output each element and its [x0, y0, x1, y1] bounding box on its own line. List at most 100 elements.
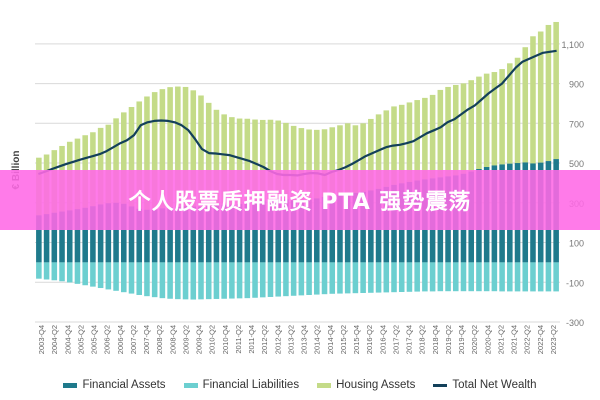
- x-tick-label: 2014-Q4: [326, 325, 335, 354]
- bar-financial-assets: [314, 198, 320, 263]
- bar-housing-assets: [306, 129, 312, 201]
- legend-swatch-financial-assets: [63, 382, 78, 388]
- bar-housing-assets: [236, 118, 243, 204]
- bar-financial-liabilities: [306, 262, 312, 295]
- bar-financial-assets: [236, 203, 243, 263]
- bar-financial-assets: [190, 206, 197, 263]
- bar-financial-assets: [90, 206, 96, 263]
- x-tick-label: 2005-Q4: [90, 325, 99, 354]
- bar-financial-liabilities: [314, 262, 320, 295]
- x-tick-label: 2008-Q4: [168, 325, 177, 354]
- y-tick-label: 500: [569, 159, 584, 169]
- bar-financial-liabilities: [236, 262, 243, 299]
- legend-label-housing-assets: Housing Assets: [336, 379, 416, 391]
- x-tick-label: 2007-Q4: [142, 325, 151, 354]
- bar-housing-assets: [553, 21, 559, 160]
- bar-housing-assets: [151, 92, 158, 210]
- bar-housing-assets: [437, 89, 444, 178]
- x-tick-label: 2022-Q2: [523, 325, 532, 354]
- bar-financial-liabilities: [283, 262, 289, 297]
- bar-housing-assets: [175, 86, 181, 207]
- bar-financial-assets: [267, 199, 274, 263]
- bar-financial-assets: [113, 202, 119, 263]
- x-tick-label: 2017-Q4: [405, 325, 414, 354]
- bar-financial-liabilities: [460, 262, 467, 292]
- bar-housing-assets: [144, 96, 150, 210]
- bar-financial-liabilities: [252, 262, 258, 298]
- bar-financial-liabilities: [483, 262, 490, 292]
- legend-item-financial-assets: Financial Assets: [63, 379, 166, 391]
- bar-financial-assets: [121, 203, 127, 263]
- bar-financial-assets: [298, 200, 305, 263]
- bar-housing-assets: [113, 118, 119, 203]
- bar-financial-assets: [252, 201, 258, 263]
- bar-financial-liabilities: [360, 262, 366, 293]
- bar-financial-liabilities: [507, 262, 513, 292]
- bar-financial-liabilities: [491, 262, 498, 292]
- y-tick-label: 100: [569, 239, 584, 249]
- bar-financial-liabilities: [113, 262, 119, 291]
- x-tick-label: 2019-Q2: [444, 325, 453, 354]
- x-tick-label: 2010-Q2: [208, 325, 217, 354]
- bar-financial-assets: [43, 214, 50, 263]
- bar-housing-assets: [298, 128, 305, 201]
- bar-financial-assets: [306, 200, 312, 263]
- legend-item-housing-assets: Housing Assets: [317, 379, 415, 391]
- bar-financial-assets: [136, 208, 143, 263]
- x-tick-label: 2013-Q4: [300, 325, 309, 354]
- legend-label-total-net-wealth: Total Net Wealth: [452, 379, 537, 391]
- bar-financial-assets: [290, 200, 297, 263]
- x-tick-label: 2013-Q2: [286, 325, 295, 354]
- bar-financial-liabilities: [522, 262, 529, 292]
- x-tick-label: 2016-Q4: [378, 325, 387, 354]
- bar-financial-liabilities: [514, 262, 521, 292]
- bar-housing-assets: [283, 122, 289, 200]
- bar-financial-assets: [128, 206, 135, 263]
- bar-housing-assets: [314, 129, 320, 199]
- x-tick-label: 2010-Q4: [221, 325, 230, 354]
- bar-financial-liabilities: [105, 262, 112, 290]
- banner-text: 个人股票质押融资 PTA 强势震荡: [128, 190, 472, 215]
- x-tick-label: 2020-Q4: [483, 325, 492, 354]
- bar-housing-assets: [476, 76, 482, 170]
- x-tick-label: 2005-Q2: [76, 325, 85, 354]
- bar-financial-assets: [283, 199, 289, 263]
- x-tick-label: 2012-Q2: [260, 325, 269, 354]
- bar-housing-assets: [198, 95, 204, 207]
- y-tick-label: 1,100: [561, 40, 584, 50]
- bar-financial-liabilities: [190, 262, 197, 300]
- bar-housing-assets: [213, 109, 220, 206]
- bar-financial-assets: [159, 208, 166, 263]
- bar-financial-liabilities: [375, 262, 382, 293]
- bar-financial-assets: [167, 207, 173, 263]
- bar-financial-liabilities: [445, 262, 451, 292]
- bar-financial-liabilities: [74, 262, 81, 284]
- bar-financial-liabilities: [321, 262, 328, 295]
- bar-housing-assets: [445, 86, 451, 177]
- bar-financial-liabilities: [476, 262, 482, 292]
- bar-financial-liabilities: [244, 262, 251, 299]
- x-tick-label: 2009-Q4: [195, 325, 204, 354]
- bar-financial-liabilities: [151, 262, 158, 298]
- title-banner: 个人股票质押融资 PTA 强势震荡: [0, 170, 600, 230]
- bar-financial-liabilities: [499, 262, 505, 292]
- bar-housing-assets: [182, 86, 189, 207]
- bar-financial-assets: [51, 212, 58, 263]
- y-tick-label: 700: [569, 119, 584, 129]
- bar-housing-assets: [429, 94, 436, 179]
- bar-financial-liabilities: [51, 262, 58, 281]
- bar-financial-assets: [213, 205, 220, 263]
- bar-financial-assets: [59, 211, 65, 263]
- bar-financial-assets: [36, 215, 42, 263]
- bar-housing-assets: [514, 57, 521, 164]
- bar-housing-assets: [259, 119, 266, 201]
- bar-financial-liabilities: [337, 262, 343, 294]
- bar-housing-assets: [422, 97, 428, 180]
- bar-financial-liabilities: [468, 262, 474, 292]
- y-tick-label: -100: [566, 278, 584, 288]
- bar-financial-liabilities: [82, 262, 88, 286]
- bar-housing-assets: [321, 129, 328, 197]
- bar-financial-assets: [151, 209, 158, 263]
- x-tick-label: 2006-Q4: [116, 325, 125, 354]
- bar-housing-assets: [383, 110, 390, 187]
